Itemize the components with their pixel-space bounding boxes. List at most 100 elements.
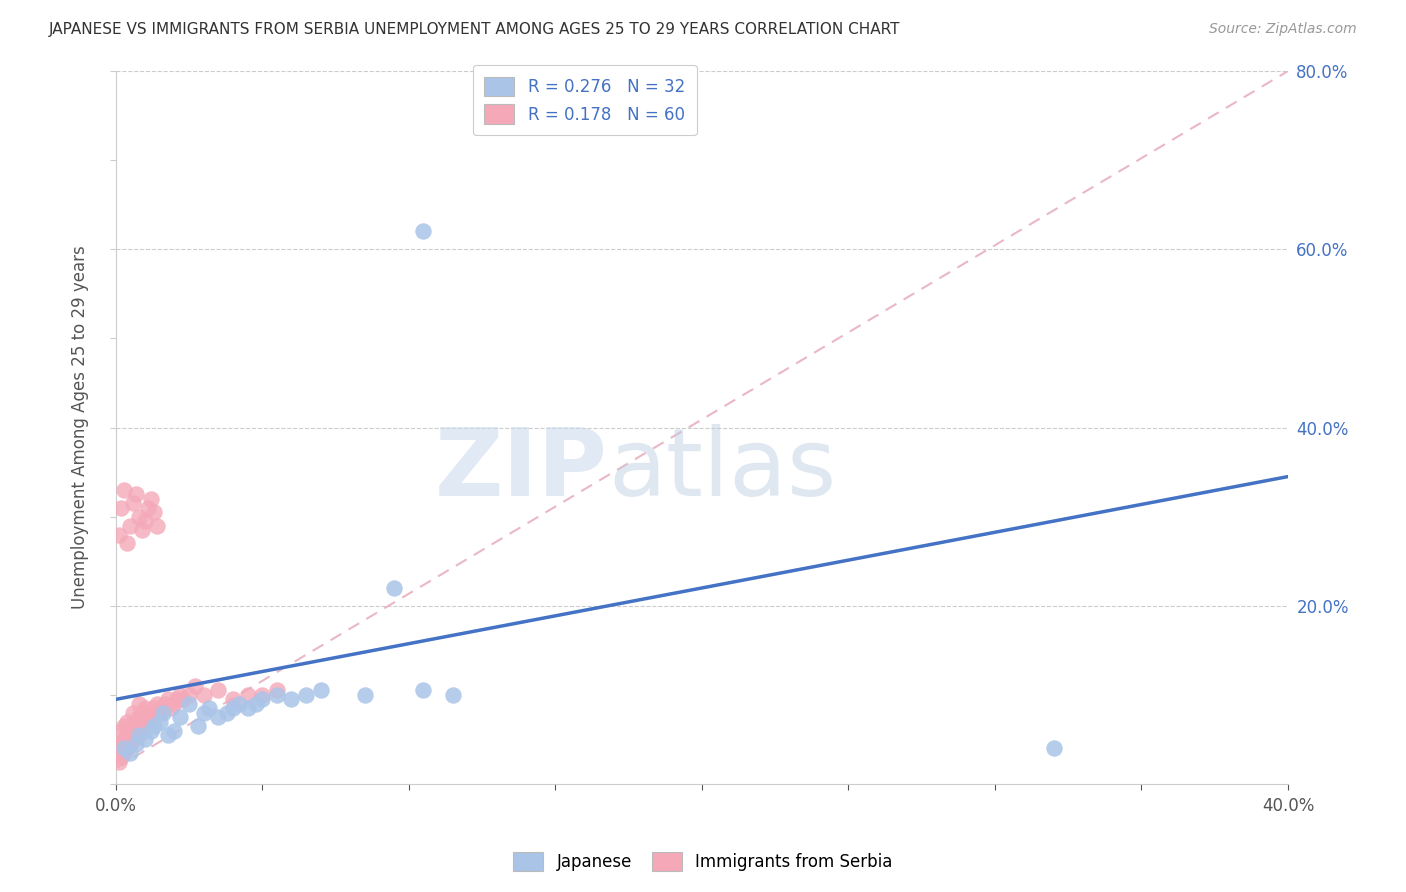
Point [136, 710, 159, 724]
Point [117, 536, 139, 550]
Point [125, 728, 148, 742]
Point [266, 688, 288, 702]
Point [122, 732, 145, 747]
Point [131, 523, 153, 537]
Point [266, 683, 288, 698]
Text: JAPANESE VS IMMIGRANTS FROM SERBIA UNEMPLOYMENT AMONG AGES 25 TO 29 YEARS CORREL: JAPANESE VS IMMIGRANTS FROM SERBIA UNEMP… [49, 22, 901, 37]
Point [120, 737, 142, 751]
Point [169, 688, 191, 702]
Point [142, 701, 165, 715]
Point [120, 723, 142, 738]
Point [382, 581, 405, 595]
Point [117, 728, 139, 742]
Point [412, 225, 434, 239]
Point [134, 514, 156, 528]
Point [157, 728, 180, 742]
Point [1042, 741, 1064, 756]
Point [122, 706, 145, 720]
Point [215, 706, 238, 720]
Point [163, 723, 186, 738]
Text: Source: ZipAtlas.com: Source: ZipAtlas.com [1209, 22, 1357, 37]
Point [145, 697, 167, 711]
Point [136, 500, 159, 515]
Point [353, 688, 375, 702]
Point [166, 692, 188, 706]
Point [125, 487, 148, 501]
Point [110, 737, 132, 751]
Point [107, 527, 129, 541]
Point [120, 746, 142, 760]
Point [193, 706, 215, 720]
Text: ZIP: ZIP [434, 425, 607, 516]
Point [163, 697, 186, 711]
Point [149, 714, 172, 729]
Point [236, 688, 259, 702]
Point [245, 697, 267, 711]
Point [128, 710, 150, 724]
Point [120, 518, 142, 533]
Point [117, 741, 139, 756]
Point [412, 683, 434, 698]
Point [169, 710, 191, 724]
Legend: R = 0.276   N = 32, R = 0.178   N = 60: R = 0.276 N = 32, R = 0.178 N = 60 [472, 65, 696, 136]
Point [134, 732, 156, 747]
Y-axis label: Unemployment Among Ages 25 to 29 years: Unemployment Among Ages 25 to 29 years [72, 245, 89, 609]
Point [112, 732, 135, 747]
Point [157, 692, 180, 706]
Point [295, 688, 318, 702]
Point [250, 692, 273, 706]
Point [177, 697, 200, 711]
Point [250, 688, 273, 702]
Point [110, 500, 132, 515]
Point [222, 701, 245, 715]
Point [184, 679, 207, 693]
Point [280, 692, 302, 706]
Point [222, 692, 245, 706]
Point [139, 706, 162, 720]
Point [236, 701, 259, 715]
Point [441, 688, 464, 702]
Point [107, 741, 129, 756]
Point [207, 710, 229, 724]
Point [125, 714, 148, 729]
Point [128, 509, 150, 524]
Point [128, 728, 150, 742]
Point [110, 750, 132, 764]
Point [145, 518, 167, 533]
Point [139, 491, 162, 506]
Point [187, 719, 209, 733]
Point [112, 719, 135, 733]
Point [172, 692, 194, 706]
Point [117, 714, 139, 729]
Point [155, 697, 177, 711]
Point [134, 701, 156, 715]
Point [198, 701, 221, 715]
Point [193, 688, 215, 702]
Point [122, 496, 145, 510]
Point [160, 701, 183, 715]
Point [228, 697, 250, 711]
Point [112, 746, 135, 760]
Point [142, 719, 165, 733]
Legend: Japanese, Immigrants from Serbia: Japanese, Immigrants from Serbia [505, 843, 901, 880]
Point [149, 706, 172, 720]
Point [134, 714, 156, 729]
Point [139, 723, 162, 738]
Point [152, 706, 174, 720]
Point [110, 723, 132, 738]
Point [177, 688, 200, 702]
Point [131, 719, 153, 733]
Point [142, 505, 165, 519]
Point [107, 755, 129, 769]
Text: atlas: atlas [607, 425, 837, 516]
Point [122, 719, 145, 733]
Point [207, 683, 229, 698]
Point [128, 697, 150, 711]
Point [131, 706, 153, 720]
Point [112, 741, 135, 756]
Point [152, 701, 174, 715]
Point [128, 723, 150, 738]
Point [309, 683, 332, 698]
Point [125, 737, 148, 751]
Point [112, 483, 135, 497]
